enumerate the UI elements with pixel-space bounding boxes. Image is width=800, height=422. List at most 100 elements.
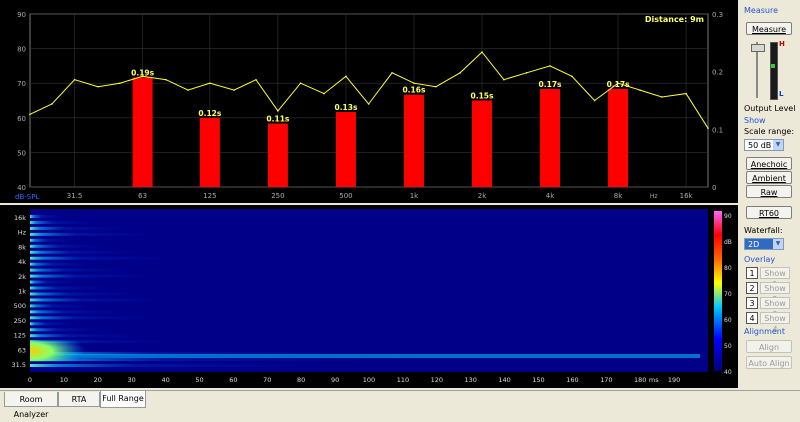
curve-point: [233, 89, 235, 91]
curve-point: [481, 51, 483, 53]
curve-point: [661, 96, 663, 98]
spec-x-tick-label: 30: [128, 376, 136, 384]
show-4-button[interactable]: Show 4: [760, 312, 790, 334]
auto-align-button[interactable]: Auto Align: [746, 356, 792, 369]
x-tick-label: 2k: [478, 192, 487, 200]
decay-streak: [30, 280, 87, 284]
decay-streak: [30, 316, 179, 320]
colorbar-tick-label: 80: [724, 265, 732, 272]
curve-point: [323, 92, 325, 95]
colorbar: [714, 211, 722, 371]
x-tick-label: 8k: [614, 192, 623, 200]
low-frequency-streak: [30, 354, 700, 358]
curve-point: [97, 85, 99, 88]
colorbar-tick-label: 60: [724, 317, 732, 324]
rt60-bar-label: 0.17s: [607, 80, 631, 89]
waterfall-select[interactable]: 2D ▼: [744, 238, 784, 250]
y-right-tick-label: 0: [712, 184, 716, 192]
spec-x-unit-label: ms: [649, 376, 659, 384]
rt60-bar-label: 0.13s: [334, 103, 358, 112]
tab-room-analyzer[interactable]: Room Analyzer: [4, 392, 58, 419]
curve-point: [503, 78, 505, 81]
x-tick-label: 63: [138, 192, 147, 200]
tab-full-range[interactable]: Full Range: [100, 391, 146, 408]
decay-streak: [30, 256, 199, 260]
frequency-response-chart: 90 80 70 60 50 40 0.3 0.2 0.1 0 31.5 63 125 250 500 1k 2…: [0, 0, 738, 203]
rt60-bar-label: 0.17s: [539, 80, 563, 89]
y-right-tick-label: 0.3: [712, 11, 723, 19]
colorbar-tick-label: 40: [724, 369, 732, 376]
measure-button[interactable]: Measure: [746, 22, 792, 35]
spec-x-tick-label: 90: [331, 376, 339, 384]
rt60-button[interactable]: RT60: [746, 206, 792, 219]
y-tick-label: 50: [17, 149, 26, 157]
chevron-down-icon[interactable]: ▼: [773, 239, 783, 249]
rt60-bar: [540, 88, 561, 187]
spec-x-tick-label: 100: [363, 376, 375, 384]
rt60-bar: [335, 112, 356, 187]
meter-low-label: L: [779, 90, 784, 98]
decay-streak: [30, 322, 86, 326]
align-delay-button[interactable]: Align Delay: [746, 340, 792, 365]
raw-button[interactable]: Raw: [746, 185, 792, 198]
spec-x-tick-label: 0: [28, 376, 32, 384]
x-tick-label: 125: [203, 192, 216, 200]
show-3-button[interactable]: Show 3: [760, 297, 790, 319]
curve-point: [413, 82, 415, 84]
curve-point: [435, 85, 437, 88]
spec-y-tick-label: 31.5: [12, 361, 26, 369]
scale-range-select[interactable]: 50 dB ▼: [744, 139, 784, 151]
y-tick-label: 40: [17, 184, 26, 192]
decay-streak: [30, 364, 385, 367]
spec-y-tick-label: 8k: [18, 243, 26, 251]
overlay-section-title: Overlay: [744, 255, 776, 264]
overlay-3-button[interactable]: 3: [746, 297, 758, 309]
show-section-title: Show: [744, 116, 766, 125]
distance-label: Distance: 9m: [645, 15, 704, 24]
curve-point: [51, 103, 53, 105]
spec-y-tick-label: 500: [14, 302, 26, 310]
x-tick-label: 250: [271, 192, 284, 200]
curve-point: [685, 92, 687, 95]
curve-point: [617, 82, 619, 84]
spec-x-tick-label: 180: [634, 376, 646, 384]
curve-point: [73, 78, 76, 81]
overlay-1-button[interactable]: 1: [746, 267, 758, 279]
overlay-2-button[interactable]: 2: [746, 282, 758, 294]
show-1-button[interactable]: Show 1: [760, 267, 790, 289]
overlay-4-button[interactable]: 4: [746, 312, 758, 324]
spec-y-tick-label: 4k: [18, 258, 26, 266]
decay-streak: [30, 298, 198, 302]
anechoic-button[interactable]: Anechoic: [746, 157, 792, 170]
show-2-button[interactable]: Show 2: [760, 282, 790, 304]
rt60-bar: [267, 123, 288, 187]
decay-streak: [30, 304, 105, 308]
spec-x-tick-label: 140: [498, 376, 510, 384]
curve-point: [277, 110, 279, 112]
decay-streak: [30, 292, 161, 296]
spec-x-tick-label: 130: [464, 376, 476, 384]
decay-streak: [30, 286, 124, 290]
decay-streak: [30, 226, 144, 230]
curve-point: [707, 127, 709, 129]
decay-streak: [30, 340, 197, 344]
spec-x-tick-label: 70: [263, 376, 271, 384]
rt60-bar-label: 0.11s: [266, 115, 290, 124]
chevron-down-icon[interactable]: ▼: [773, 140, 783, 150]
waterfall-chart: 16k Hz 8k 4k 2k 1k 500 250 125 63 31.5 0 10 20 30 40 50 6…: [0, 205, 738, 388]
level-slider-track[interactable]: [756, 42, 758, 98]
output-level-label: Output Level: [744, 104, 796, 113]
waterfall-label: Waterfall:: [744, 226, 783, 235]
curve-point: [345, 75, 347, 78]
decay-streak: [30, 352, 441, 356]
meter-high-label: H: [779, 40, 785, 48]
ambient-button[interactable]: Ambient: [746, 171, 792, 184]
y-right-tick-label: 0.1: [712, 126, 723, 134]
spec-y-tick-label: 2k: [18, 273, 26, 281]
curve-point: [367, 103, 370, 105]
level-slider-thumb[interactable]: [751, 44, 765, 52]
tab-rta[interactable]: RTA: [58, 392, 100, 407]
spec-x-tick-label: 120: [431, 376, 443, 384]
curve-point: [459, 72, 461, 74]
colorbar-tick-label: 90: [724, 213, 732, 220]
